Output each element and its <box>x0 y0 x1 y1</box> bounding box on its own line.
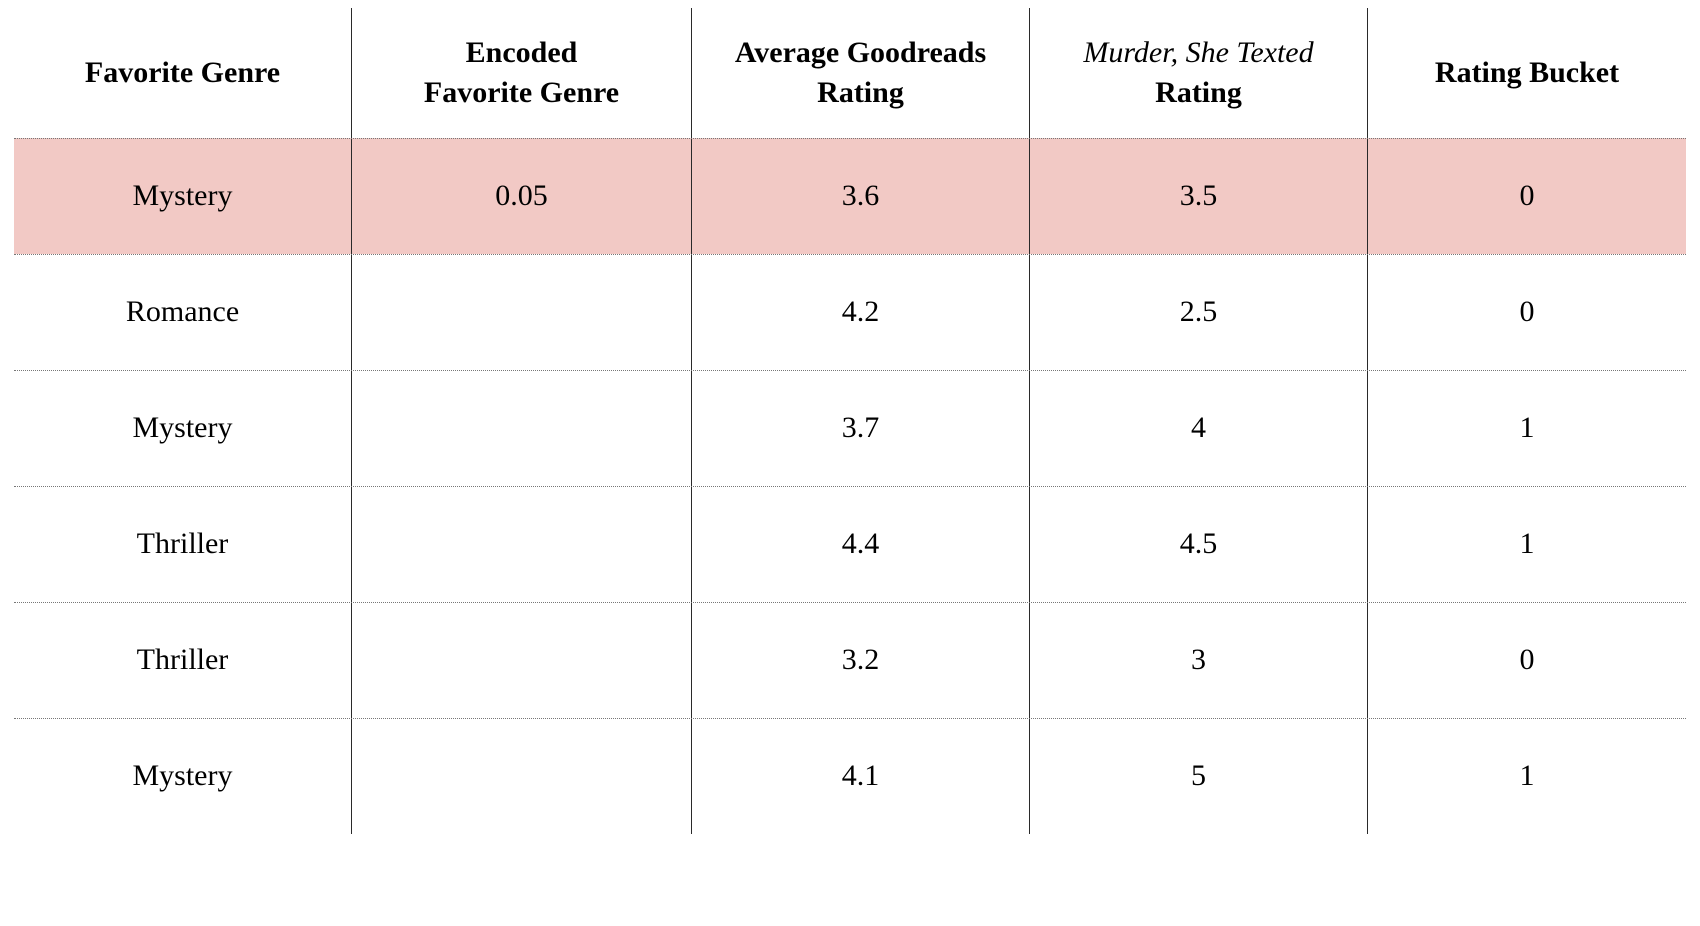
table-row: Romance 4.2 2.5 0 <box>14 254 1686 370</box>
table-cell: Thriller <box>14 487 352 602</box>
header-cell-encoded-favorite-genre: Encoded Favorite Genre <box>352 8 692 138</box>
header-label: Favorite Genre <box>84 55 281 89</box>
table-row: Thriller 3.2 3 0 <box>14 602 1686 718</box>
table-cell: 4.5 <box>1030 487 1368 602</box>
table-cell: Mystery <box>14 719 352 834</box>
table-cell: 2.5 <box>1030 255 1368 370</box>
header-cell-favorite-genre: Favorite Genre <box>14 8 352 138</box>
header-label: Rating <box>817 76 904 109</box>
table-cell: Thriller <box>14 603 352 718</box>
table-header-row: Favorite Genre Encoded Favorite Genre Av… <box>14 8 1686 138</box>
table-cell: 0 <box>1519 295 1535 329</box>
table-cell: 4.1 <box>692 719 1030 834</box>
table-cell: 1 <box>1519 759 1535 793</box>
table-cell: 1 <box>1519 527 1535 561</box>
header-label-book-title: Murder, She Texted <box>1083 35 1314 69</box>
table-cell: 3.5 <box>1030 139 1368 254</box>
table-cell: Mystery <box>14 139 352 254</box>
table-cell: Mystery <box>14 371 352 486</box>
header-cell-average-goodreads-rating: Average Goodreads Rating <box>692 8 1030 138</box>
table-cell: 1 <box>1519 411 1535 445</box>
table-cell: 4 <box>1030 371 1368 486</box>
table-cell: 5 <box>1030 719 1368 834</box>
table-cell <box>352 487 692 602</box>
table-cell <box>352 603 692 718</box>
table-row-highlighted: Mystery 0.05 3.6 3.5 0 <box>14 138 1686 254</box>
table-cell: 3.2 <box>692 603 1030 718</box>
table-cell <box>352 371 692 486</box>
header-cell-murder-she-texted-rating: Murder, She Texted Rating <box>1030 8 1368 138</box>
table-cell <box>352 255 692 370</box>
table-row: Thriller 4.4 4.5 1 <box>14 486 1686 602</box>
table-cell: 3.6 <box>692 139 1030 254</box>
table-row: Mystery 4.1 5 1 <box>14 718 1686 834</box>
table-cell: 0 <box>1519 179 1535 213</box>
header-cell-rating-bucket: Rating Bucket <box>1368 8 1686 138</box>
table-cell: 0 <box>1519 643 1535 677</box>
table-cell: 4.4 <box>692 487 1030 602</box>
table-cell: Romance <box>14 255 352 370</box>
table-cell: 4.2 <box>692 255 1030 370</box>
header-label: Rating Bucket <box>1434 55 1620 89</box>
table-cell: 3 <box>1030 603 1368 718</box>
table-cell: 3.7 <box>692 371 1030 486</box>
header-label: Encoded <box>465 35 578 69</box>
table-cell: 0.05 <box>352 139 692 254</box>
header-label: Average Goodreads <box>734 35 987 69</box>
data-table: Favorite Genre Encoded Favorite Genre Av… <box>14 8 1686 834</box>
header-label: Favorite Genre <box>423 76 620 109</box>
header-label: Rating <box>1155 76 1242 109</box>
table-cell <box>352 719 692 834</box>
table-row: Mystery 3.7 4 1 <box>14 370 1686 486</box>
